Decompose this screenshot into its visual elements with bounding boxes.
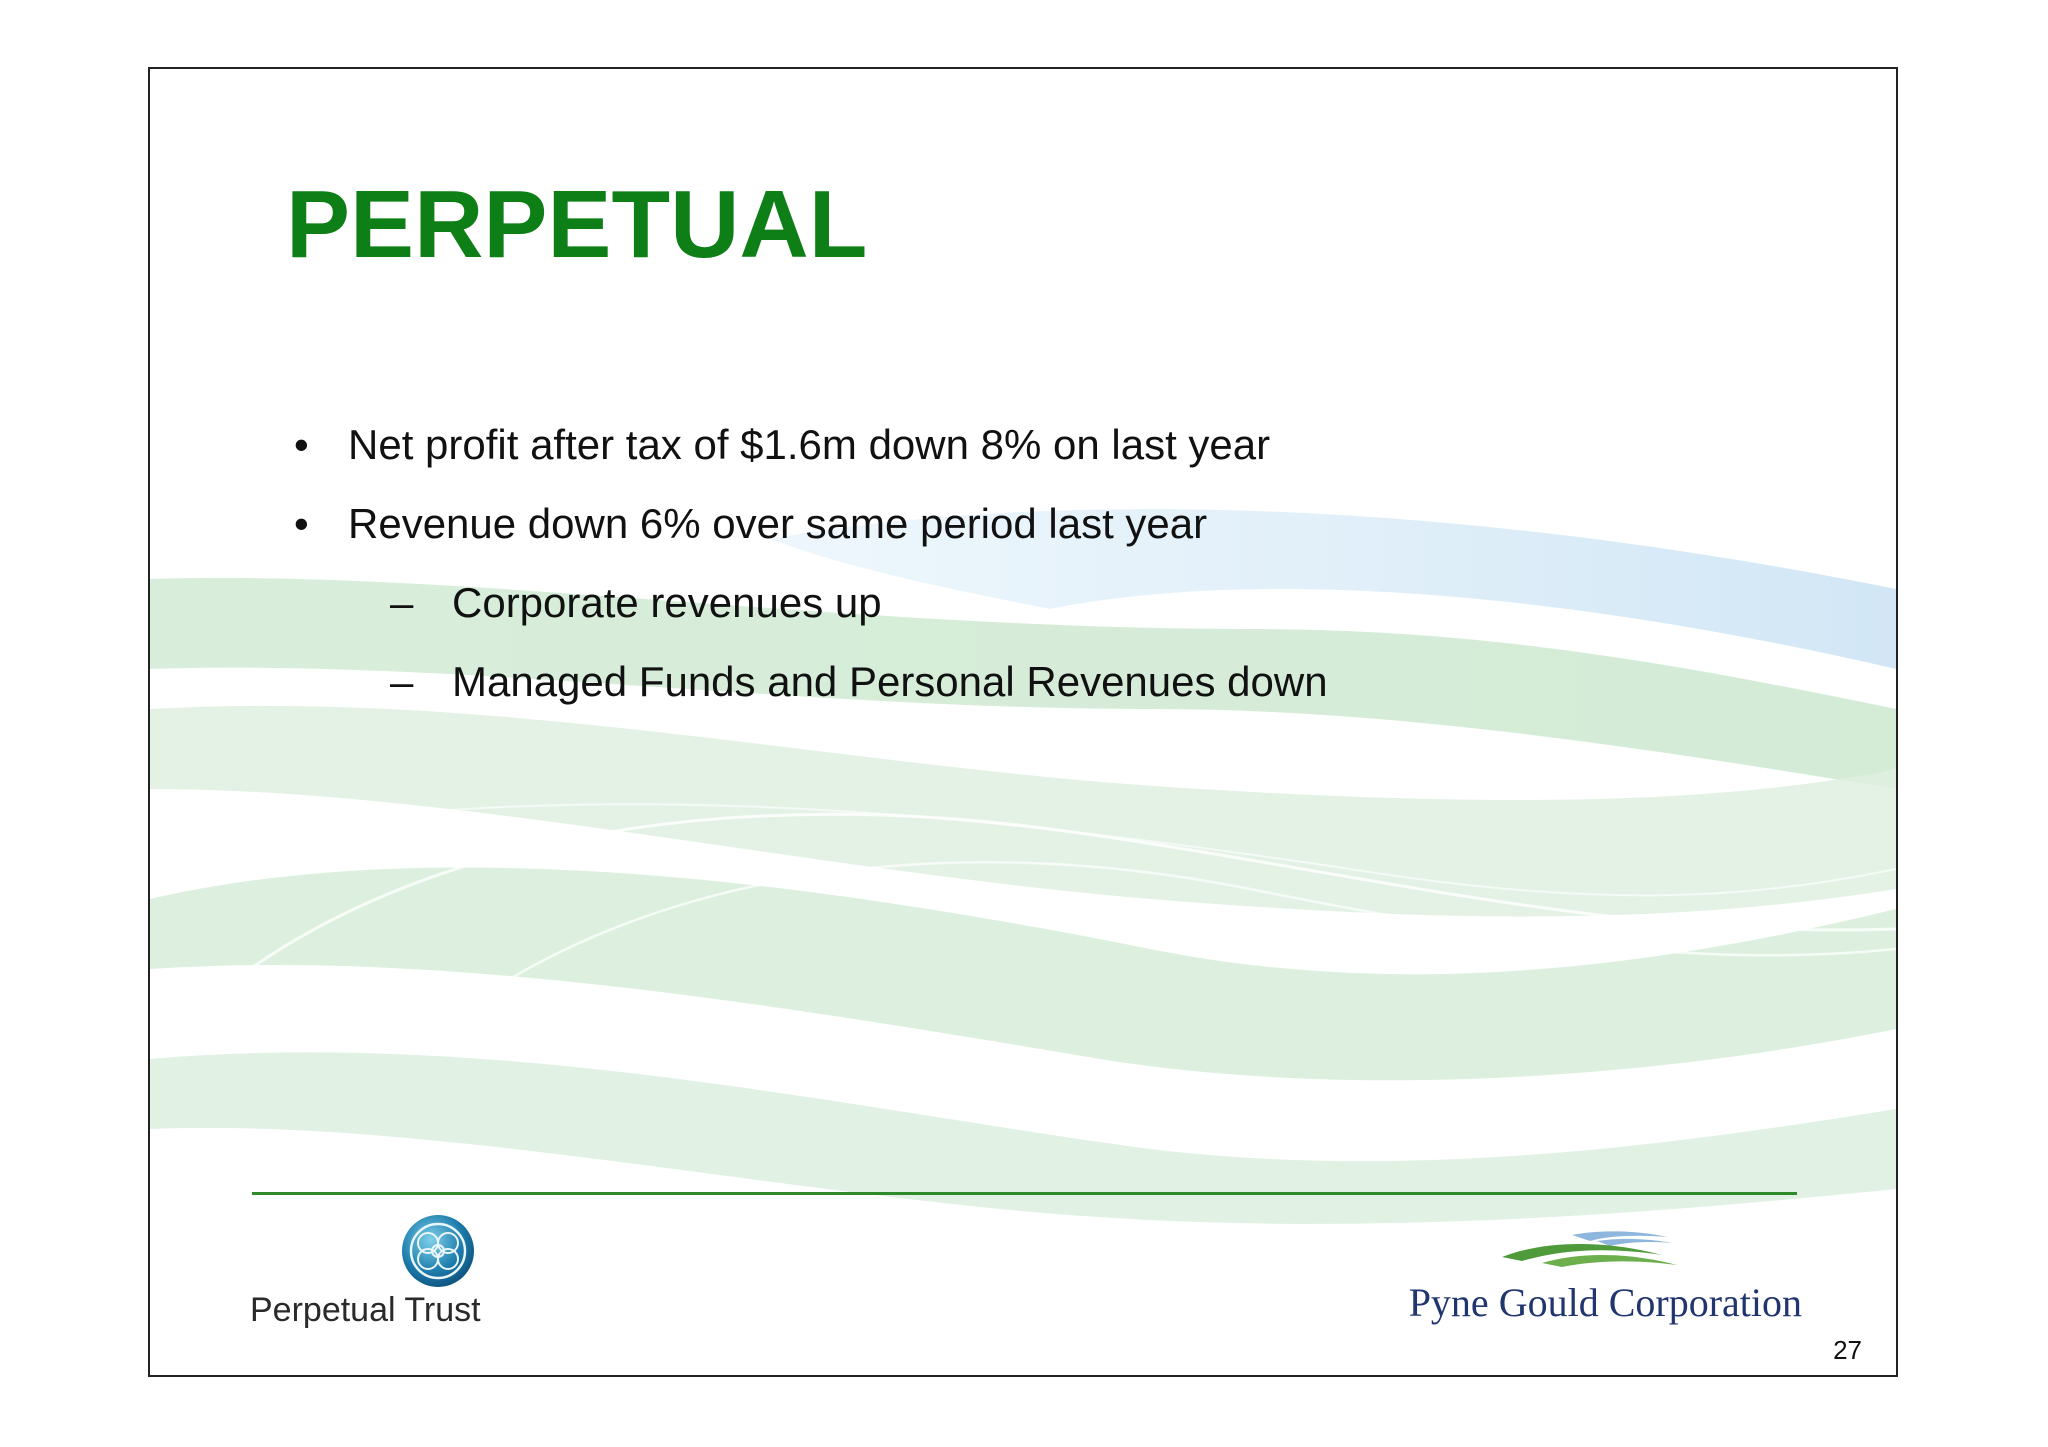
sub-bullet-text: Managed Funds and Personal Revenues down	[452, 658, 1328, 705]
sub-bullet-marker: –	[390, 658, 414, 705]
bullet-text: Net profit after tax of $1.6m down 8% on…	[348, 421, 1271, 468]
bullet-marker: •	[294, 500, 309, 547]
slide: PERPETUAL • Net profit after tax of $1.6…	[148, 67, 1898, 1377]
sub-bullet-item: – Managed Funds and Personal Revenues do…	[286, 661, 1328, 740]
sub-bullet-item: – Corporate revenues up	[286, 582, 1328, 661]
bullet-item: • Revenue down 6% over same period last …	[286, 503, 1328, 582]
page-number: 27	[1833, 1335, 1862, 1365]
bullet-list: • Net profit after tax of $1.6m down 8% …	[286, 424, 1328, 740]
sub-bullet-marker: –	[390, 579, 414, 626]
pyne-gould-corporation-logo: Pyne Gould Corporation	[1382, 1227, 1802, 1337]
celtic-knot-icon	[402, 1215, 474, 1287]
background-waves	[150, 509, 1896, 1224]
footer-divider	[252, 1192, 1797, 1195]
bullet-marker: •	[294, 421, 309, 468]
slide-title: PERPETUAL	[286, 171, 868, 278]
bullet-text: Revenue down 6% over same period last ye…	[348, 500, 1208, 547]
sub-bullet-text: Corporate revenues up	[452, 579, 882, 626]
bullet-item: • Net profit after tax of $1.6m down 8% …	[286, 424, 1328, 503]
pyne-gould-corporation-wordmark: Pyne Gould Corporation	[1408, 1280, 1802, 1325]
perpetual-trust-wordmark: Perpetual Trust	[250, 1291, 481, 1329]
perpetual-trust-logo: Perpetual Trust	[250, 1209, 490, 1329]
swoosh-icon	[1502, 1231, 1677, 1267]
